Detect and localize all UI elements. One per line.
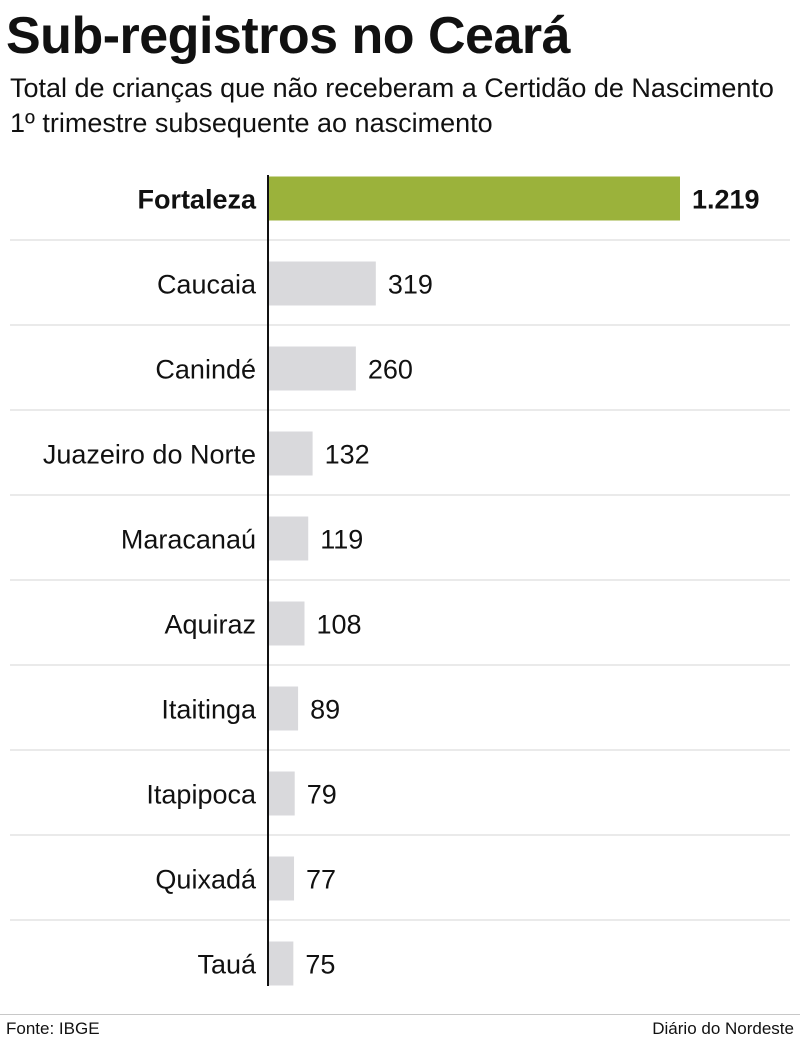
bar-5 bbox=[268, 601, 305, 646]
bar-9 bbox=[268, 941, 294, 986]
chart-title: Sub-registros no Ceará bbox=[6, 7, 571, 65]
value-label: 132 bbox=[325, 440, 370, 470]
value-label: 319 bbox=[388, 270, 433, 300]
publisher-credit: Diário do Nordeste bbox=[652, 1019, 794, 1038]
bar-8 bbox=[268, 856, 295, 901]
value-label: 89 bbox=[310, 695, 340, 725]
bar-1 bbox=[268, 261, 376, 306]
value-label: 108 bbox=[317, 610, 362, 640]
category-label: Fortaleza bbox=[137, 185, 257, 215]
category-label: Itapipoca bbox=[146, 780, 257, 810]
value-label: 77 bbox=[306, 865, 336, 895]
category-label: Itaitinga bbox=[161, 695, 257, 725]
value-label: 75 bbox=[305, 950, 335, 980]
bar-0 bbox=[268, 176, 680, 221]
bar-3 bbox=[268, 431, 313, 476]
value-label: 79 bbox=[307, 780, 337, 810]
category-label: Quixadá bbox=[155, 865, 257, 895]
value-label: 260 bbox=[368, 355, 413, 385]
bar-7 bbox=[268, 771, 295, 816]
bar-chart: Fortaleza 1.219 Caucaia 319 Canindé 260 Juazei… bbox=[10, 175, 790, 986]
value-label: 1.219 bbox=[692, 185, 760, 215]
category-label: Maracanaú bbox=[121, 525, 256, 555]
source-note: Fonte: IBGE bbox=[6, 1019, 100, 1038]
footer-divider bbox=[0, 1014, 800, 1015]
chart-subtitle: Total de crianças que não receberam a Ce… bbox=[10, 73, 774, 138]
category-label: Tauá bbox=[197, 950, 257, 980]
bar-2 bbox=[268, 346, 356, 391]
bar-6 bbox=[268, 686, 299, 731]
category-label: Aquiraz bbox=[164, 610, 256, 640]
category-label: Caucaia bbox=[157, 270, 257, 300]
category-label: Canindé bbox=[155, 355, 256, 385]
bar-4 bbox=[268, 516, 309, 561]
value-label: 119 bbox=[320, 525, 363, 555]
category-label: Juazeiro do Norte bbox=[43, 440, 256, 470]
